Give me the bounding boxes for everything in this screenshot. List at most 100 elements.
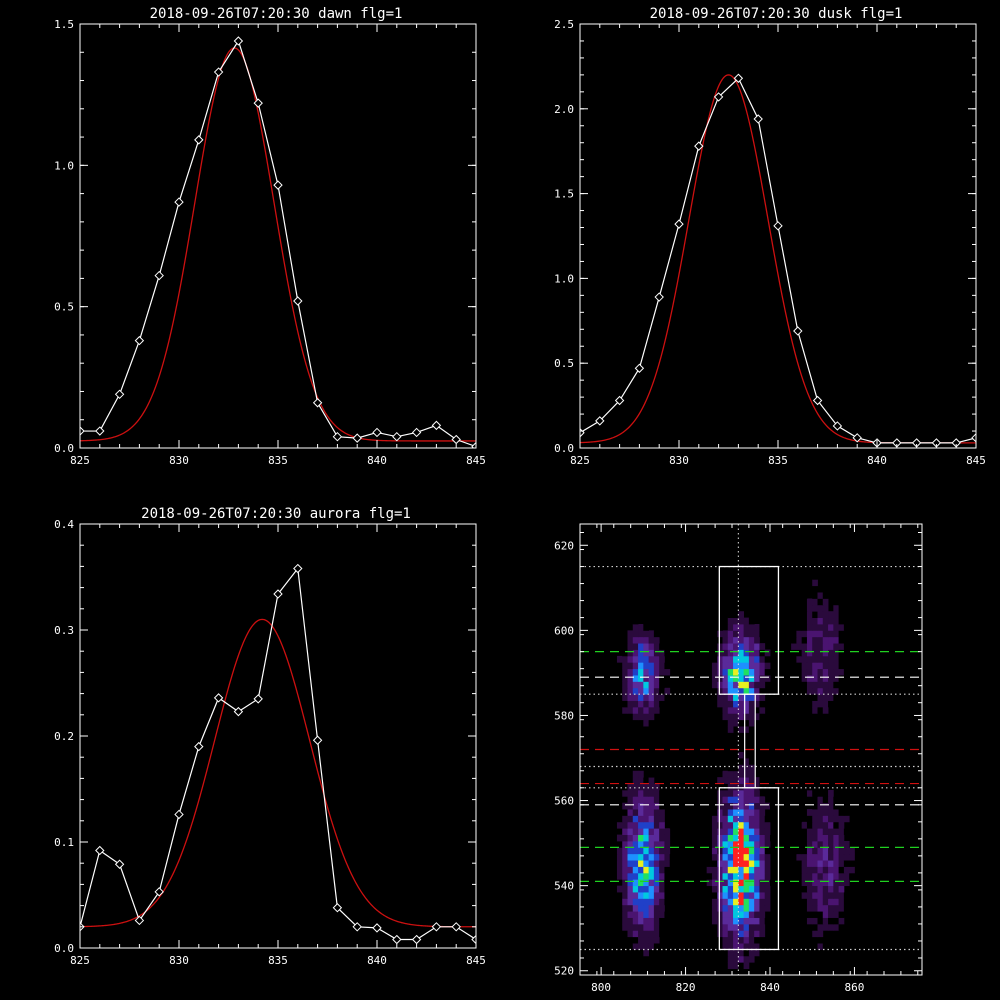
heatmap-cell xyxy=(738,694,745,701)
heatmap-cell xyxy=(664,847,671,855)
heatmap-cell xyxy=(717,892,723,899)
heatmap-cell xyxy=(648,630,655,638)
heatmap-cell xyxy=(828,879,834,887)
heatmap-cell xyxy=(727,955,734,963)
heatmap-cell xyxy=(643,879,650,887)
heatmap-cell xyxy=(806,662,813,670)
heatmap-cell xyxy=(733,636,739,644)
heatmap-cell xyxy=(743,796,750,804)
heatmap-cell xyxy=(759,681,766,689)
heatmap-cell xyxy=(748,847,755,855)
heatmap-cell xyxy=(817,732,824,740)
heatmap-cell xyxy=(764,668,771,676)
heatmap-cell xyxy=(638,828,644,835)
heatmap-cell xyxy=(622,649,628,657)
heatmap-cell xyxy=(843,809,850,816)
heatmap-cell xyxy=(638,834,644,842)
heatmap-cell xyxy=(711,904,718,912)
heatmap-cell xyxy=(727,821,734,829)
heatmap-cell xyxy=(622,847,628,855)
heatmap-cell xyxy=(648,662,655,670)
heatmap-cell xyxy=(822,872,829,880)
heatmap-cell xyxy=(622,675,628,682)
heatmap-cell xyxy=(759,923,766,931)
data-point-marker xyxy=(753,114,763,124)
heatmap-cell xyxy=(748,930,755,938)
heatmap-cell xyxy=(638,655,644,663)
heatmap-cell xyxy=(653,904,660,912)
heatmap-cell xyxy=(643,802,650,810)
heatmap-cell xyxy=(727,943,734,950)
heatmap-cell xyxy=(812,815,818,823)
heatmap-cell xyxy=(764,675,771,682)
heatmap-cell xyxy=(812,694,818,701)
dusk-panel: 2018-09-26T07:20:30 dusk flg=1 825 830 835… xyxy=(554,6,986,467)
heatmap-cell xyxy=(828,936,834,944)
heatmap-cell xyxy=(659,879,665,887)
heatmap-cell xyxy=(754,630,760,638)
heatmap-cell xyxy=(627,706,634,714)
heatmap-cell xyxy=(653,834,660,842)
heatmap-cell xyxy=(733,936,739,944)
heatmap-cell xyxy=(738,649,745,657)
heatmap-cell xyxy=(632,687,639,695)
heatmap-cell xyxy=(759,936,766,944)
heatmap-cell xyxy=(828,815,834,823)
heatmap-cell xyxy=(738,840,745,848)
heatmap-cell xyxy=(822,898,829,906)
heatmap-cell xyxy=(748,649,755,657)
heatmap-cell xyxy=(711,809,718,816)
heatmap-cell xyxy=(817,636,824,644)
heatmap-cell xyxy=(711,930,718,938)
heatmap-cell xyxy=(733,847,739,855)
heatmap-cell xyxy=(653,649,660,657)
heatmap-cell xyxy=(812,643,818,650)
heatmap-cell xyxy=(754,828,760,835)
y-tick-label: 0.0 xyxy=(554,442,574,455)
heatmap-cell xyxy=(632,911,639,918)
heatmap-cell xyxy=(717,821,723,829)
heatmap-cell xyxy=(833,828,840,835)
heatmap-cell xyxy=(806,604,813,612)
heatmap-cell xyxy=(648,955,655,963)
heatmap-cell xyxy=(727,917,734,925)
heatmap-cell xyxy=(638,681,644,689)
data-point-marker xyxy=(233,706,244,717)
heatmap-cell xyxy=(738,866,745,874)
heatmap-cell xyxy=(812,802,818,810)
heatmap-cell xyxy=(806,885,813,893)
heatmap-cell xyxy=(622,700,628,708)
heatmap-cell xyxy=(648,821,655,829)
heatmap-cell xyxy=(806,853,813,861)
heatmap-cell xyxy=(733,930,739,938)
heatmap-cell xyxy=(643,649,650,657)
heatmap-cell xyxy=(659,949,665,957)
heatmap-cell xyxy=(754,930,760,938)
data-point-marker xyxy=(293,563,303,574)
heatmap-cell xyxy=(822,911,829,918)
heatmap-cell xyxy=(659,687,665,695)
heatmap-cell xyxy=(748,815,755,823)
heatmap-cell xyxy=(622,904,628,912)
data-point-marker xyxy=(832,421,843,431)
heatmap-cell xyxy=(833,860,840,867)
heatmap-cell xyxy=(664,879,671,887)
heatmap-cell xyxy=(659,821,665,829)
heatmap-cell xyxy=(822,706,829,714)
heatmap-cell xyxy=(632,853,639,861)
heatmap-cell xyxy=(828,853,834,861)
heatmap-cell xyxy=(822,675,829,682)
data-point-marker xyxy=(392,934,402,945)
heatmap-cell xyxy=(733,770,739,778)
heatmap-cell xyxy=(822,681,829,689)
heatmap-cell xyxy=(733,911,739,918)
heatmap-cell xyxy=(638,911,644,918)
heatmap-cell xyxy=(648,936,655,944)
heatmap-cell xyxy=(616,866,623,874)
heatmap-cell xyxy=(801,675,808,682)
heatmap-cell xyxy=(727,745,734,753)
heatmap-cell xyxy=(643,687,650,695)
heatmap-cell xyxy=(727,700,734,708)
heatmap-cell xyxy=(643,623,650,631)
heatmap-cell xyxy=(812,834,818,842)
